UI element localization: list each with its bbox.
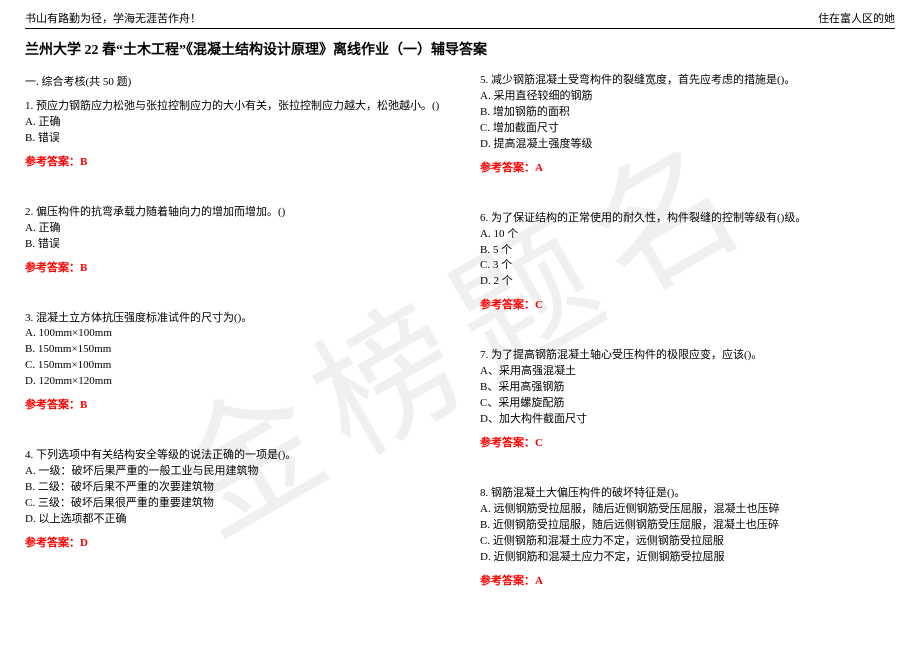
question-option: B. 增加钢筋的面积 — [480, 105, 895, 121]
answer-prefix: 参考答案： — [25, 537, 80, 549]
answer-prefix: 参考答案： — [25, 262, 80, 274]
answer-value: B — [80, 262, 87, 274]
question-option: D. 提高混凝土强度等级 — [480, 137, 895, 153]
question-option: A. 采用直径较细的钢筋 — [480, 89, 895, 105]
question-option: C. 增加截面尺寸 — [480, 121, 895, 137]
question-block: 5. 减少钢筋混凝土受弯构件的裂缝宽度，首先应考虑的措施是()。 A. 采用直径… — [480, 73, 895, 177]
answer-label: 参考答案：A — [480, 161, 895, 177]
question-block: 1. 预应力钢筋应力松弛与张拉控制应力的大小有关，张拉控制应力越大，松弛越小。(… — [25, 99, 440, 171]
question-option: D. 120mm×120mm — [25, 374, 440, 390]
header-left: 书山有路勤为径，学海无涯苦作舟！ — [25, 10, 201, 26]
question-option: D、加大构件截面尺寸 — [480, 412, 895, 428]
content-columns: 一. 综合考核(共 50 题) 1. 预应力钢筋应力松弛与张拉控制应力的大小有关… — [25, 73, 895, 624]
question-option: C、采用螺旋配筋 — [480, 396, 895, 412]
question-text: 2. 偏压构件的抗弯承载力随着轴向力的增加而增加。() — [25, 205, 440, 221]
answer-value: A — [535, 162, 543, 174]
answer-label: 参考答案：D — [25, 536, 440, 552]
page-header: 书山有路勤为径，学海无涯苦作舟！ 住在富人区的她 — [25, 10, 895, 29]
answer-label: 参考答案：C — [480, 298, 895, 314]
question-option: A. 一级：破坏后果严重的一般工业与民用建筑物 — [25, 464, 440, 480]
question-block: 4. 下列选项中有关结构安全等级的说法正确的一项是()。 A. 一级：破坏后果严… — [25, 448, 440, 552]
question-text: 3. 混凝土立方体抗压强度标准试件的尺寸为()。 — [25, 311, 440, 327]
question-option: C. 150mm×100mm — [25, 358, 440, 374]
question-option: C. 近侧钢筋和混凝土应力不定，远侧钢筋受拉屈服 — [480, 534, 895, 550]
answer-label: 参考答案：B — [25, 155, 440, 171]
question-option: D. 近侧钢筋和混凝土应力不定，近侧钢筋受拉屈服 — [480, 550, 895, 566]
question-option: A. 100mm×100mm — [25, 326, 440, 342]
question-option: B. 5 个 — [480, 243, 895, 259]
question-option: C. 三级：破坏后果很严重的重要建筑物 — [25, 496, 440, 512]
left-column: 一. 综合考核(共 50 题) 1. 预应力钢筋应力松弛与张拉控制应力的大小有关… — [25, 73, 440, 624]
question-option: C. 3 个 — [480, 258, 895, 274]
header-right: 住在富人区的她 — [818, 10, 895, 26]
answer-value: B — [80, 156, 87, 168]
question-block: 2. 偏压构件的抗弯承载力随着轴向力的增加而增加。() A. 正确 B. 错误 … — [25, 205, 440, 277]
question-option: A. 10 个 — [480, 227, 895, 243]
answer-prefix: 参考答案： — [480, 162, 535, 174]
question-option: D. 以上选项都不正确 — [25, 512, 440, 528]
question-text: 8. 钢筋混凝土大偏压构件的破坏特征是()。 — [480, 486, 895, 502]
question-text: 7. 为了提高钢筋混凝土轴心受压构件的极限应变，应该()。 — [480, 348, 895, 364]
answer-prefix: 参考答案： — [480, 299, 535, 311]
question-option: B. 150mm×150mm — [25, 342, 440, 358]
answer-prefix: 参考答案： — [25, 399, 80, 411]
answer-value: B — [80, 399, 87, 411]
answer-value: D — [80, 537, 88, 549]
question-option: B. 错误 — [25, 237, 440, 253]
question-option: A、采用高强混凝土 — [480, 364, 895, 380]
answer-value: A — [535, 575, 543, 587]
answer-value: C — [535, 299, 543, 311]
answer-prefix: 参考答案： — [480, 437, 535, 449]
page-container: 书山有路勤为径，学海无涯苦作舟！ 住在富人区的她 兰州大学 22 春“土木工程”… — [0, 0, 920, 651]
answer-value: C — [535, 437, 543, 449]
question-text: 1. 预应力钢筋应力松弛与张拉控制应力的大小有关，张拉控制应力越大，松弛越小。(… — [25, 99, 440, 115]
question-option: A. 正确 — [25, 115, 440, 131]
question-option: B. 近侧钢筋受拉屈服，随后远侧钢筋受压屈服，混凝土也压碎 — [480, 518, 895, 534]
right-column: 5. 减少钢筋混凝土受弯构件的裂缝宽度，首先应考虑的措施是()。 A. 采用直径… — [480, 73, 895, 624]
question-option: B. 二级：破坏后果不严重的次要建筑物 — [25, 480, 440, 496]
answer-label: 参考答案：B — [25, 261, 440, 277]
question-option: B. 错误 — [25, 131, 440, 147]
answer-prefix: 参考答案： — [25, 156, 80, 168]
question-block: 6. 为了保证结构的正常使用的耐久性，构件裂缝的控制等级有()级。 A. 10 … — [480, 211, 895, 315]
question-option: A. 正确 — [25, 221, 440, 237]
question-text: 5. 减少钢筋混凝土受弯构件的裂缝宽度，首先应考虑的措施是()。 — [480, 73, 895, 89]
answer-prefix: 参考答案： — [480, 575, 535, 587]
question-block: 7. 为了提高钢筋混凝土轴心受压构件的极限应变，应该()。 A、采用高强混凝土 … — [480, 348, 895, 452]
question-text: 6. 为了保证结构的正常使用的耐久性，构件裂缝的控制等级有()级。 — [480, 211, 895, 227]
question-text: 4. 下列选项中有关结构安全等级的说法正确的一项是()。 — [25, 448, 440, 464]
answer-label: 参考答案：C — [480, 436, 895, 452]
answer-label: 参考答案：B — [25, 398, 440, 414]
section-subtitle: 一. 综合考核(共 50 题) — [25, 73, 440, 89]
answer-label: 参考答案：A — [480, 574, 895, 590]
question-option: D. 2 个 — [480, 274, 895, 290]
question-block: 8. 钢筋混凝土大偏压构件的破坏特征是()。 A. 远侧钢筋受拉屈服，随后近侧钢… — [480, 486, 895, 590]
question-option: A. 远侧钢筋受拉屈服，随后近侧钢筋受压屈服，混凝土也压碎 — [480, 502, 895, 518]
question-option: B、采用高强钢筋 — [480, 380, 895, 396]
question-block: 3. 混凝土立方体抗压强度标准试件的尺寸为()。 A. 100mm×100mm … — [25, 311, 440, 415]
document-title: 兰州大学 22 春“土木工程”《混凝土结构设计原理》离线作业（一）辅导答案 — [25, 39, 895, 59]
